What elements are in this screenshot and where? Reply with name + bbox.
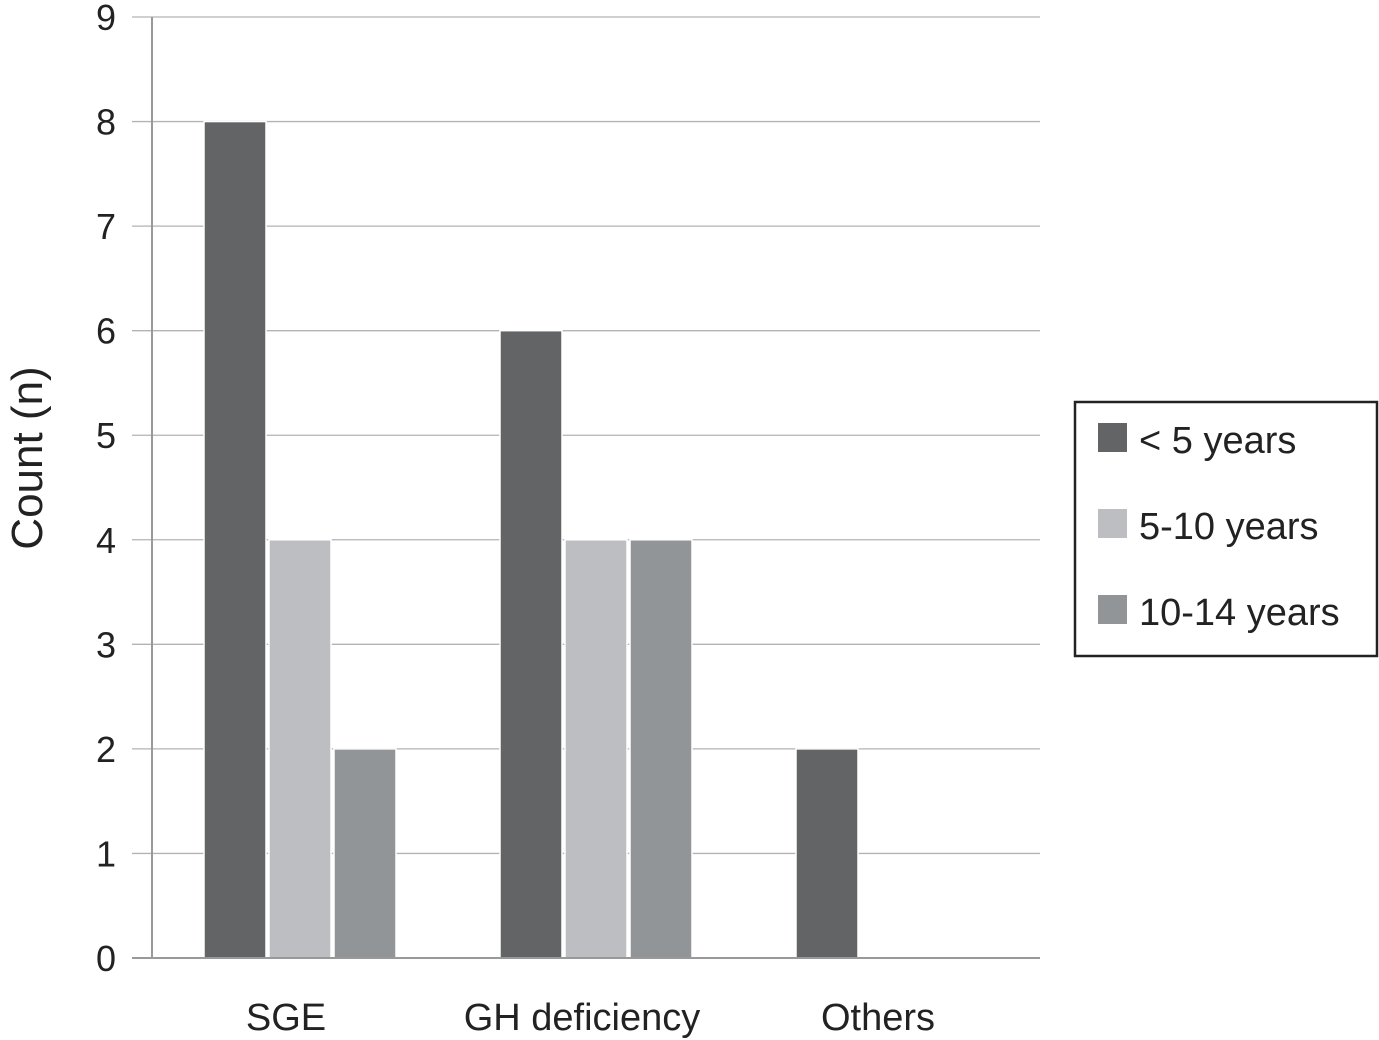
legend-label: 5-10 years bbox=[1139, 506, 1319, 548]
x-category-label: GH deficiency bbox=[464, 997, 701, 1039]
y-tick-label: 7 bbox=[96, 206, 116, 247]
legend-label: < 5 years bbox=[1139, 420, 1296, 462]
y-tick-label: 8 bbox=[96, 102, 116, 143]
legend-label: 10-14 years bbox=[1139, 592, 1340, 634]
y-tick-label: 6 bbox=[96, 311, 116, 352]
bar bbox=[629, 539, 693, 959]
y-axis-title: Count (n) bbox=[3, 366, 52, 549]
y-tick-labels: 0 1 2 3 4 5 6 7 8 9 bbox=[96, 0, 116, 979]
bar bbox=[268, 539, 332, 959]
y-tick-label: 5 bbox=[96, 415, 116, 456]
bars bbox=[203, 120, 859, 959]
y-tick-label: 9 bbox=[96, 0, 116, 38]
bar bbox=[564, 539, 628, 959]
legend-swatch bbox=[1098, 423, 1127, 452]
x-category-label: SGE bbox=[246, 997, 326, 1039]
bar bbox=[203, 120, 267, 959]
bar bbox=[333, 748, 397, 959]
bar bbox=[795, 748, 859, 959]
y-tick-label: 4 bbox=[96, 520, 116, 561]
legend-items: < 5 years 5-10 years 10-14 years bbox=[1098, 420, 1340, 634]
y-tick-label: 3 bbox=[96, 624, 116, 665]
y-tick-label: 0 bbox=[96, 938, 116, 979]
x-category-labels: SGE GH deficiency Others bbox=[246, 997, 935, 1039]
y-tick-label: 1 bbox=[96, 833, 116, 874]
y-tick-label: 2 bbox=[96, 729, 116, 770]
legend-swatch bbox=[1098, 509, 1127, 538]
x-category-label: Others bbox=[821, 997, 935, 1039]
legend: < 5 years 5-10 years 10-14 years bbox=[1073, 400, 1379, 658]
bar bbox=[499, 329, 563, 959]
legend-swatch bbox=[1098, 595, 1127, 624]
